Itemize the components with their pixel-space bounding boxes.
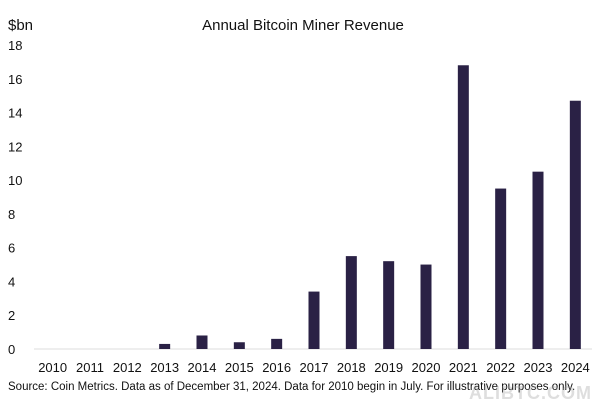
x-tick-label: 2017 — [300, 360, 329, 375]
x-tick-label: 2020 — [412, 360, 441, 375]
chart-title: Annual Bitcoin Miner Revenue — [202, 17, 404, 34]
watermark: ALIBTC.COM — [469, 383, 592, 403]
bar-2019 — [383, 261, 395, 349]
y-tick-label: 6 — [8, 241, 15, 256]
x-tick-label: 2014 — [188, 360, 217, 375]
y-tick-label: 16 — [8, 72, 22, 87]
x-tick-label: 2024 — [561, 360, 590, 375]
bar-2016 — [271, 338, 283, 349]
x-tick-label: 2023 — [524, 360, 553, 375]
y-axis-label: $bn — [8, 17, 33, 34]
x-tick-label: 2019 — [374, 360, 403, 375]
y-tick-label: 14 — [8, 106, 22, 121]
y-tick-label: 8 — [8, 207, 15, 222]
bar-2018 — [345, 256, 357, 349]
x-tick-label: 2022 — [486, 360, 515, 375]
x-tick-label: 2010 — [38, 360, 67, 375]
y-tick-label: 12 — [8, 139, 22, 154]
bar-2020 — [420, 264, 432, 349]
bar-2014 — [196, 335, 208, 349]
bar-2015 — [233, 342, 245, 349]
y-tick-label: 18 — [8, 38, 22, 53]
bars — [159, 65, 581, 350]
y-tick-label: 0 — [8, 342, 15, 357]
y-tick-label: 4 — [8, 274, 15, 289]
x-tick-label: 2013 — [150, 360, 179, 375]
source-note: Source: Coin Metrics. Data as of Decembe… — [8, 381, 576, 393]
x-tick-label: 2015 — [225, 360, 254, 375]
bar-2024 — [569, 100, 581, 349]
bar-2023 — [532, 171, 544, 349]
y-tick-label: 10 — [8, 173, 22, 188]
y-tick-label: 2 — [8, 308, 15, 323]
y-tick-labels: 0 2 4 6 8 10 12 14 16 18 — [8, 38, 22, 357]
bar-2017 — [308, 291, 320, 349]
x-tick-label: 2011 — [76, 360, 104, 375]
bar-2013 — [159, 343, 171, 349]
x-tick-label: 2018 — [337, 360, 366, 375]
bar-2022 — [495, 188, 507, 349]
x-tick-label: 2016 — [262, 360, 291, 375]
x-tick-labels: 2010 2011 2012 2013 2014 2015 2016 2017 2018 2019… — [38, 360, 590, 375]
x-tick-label: 2012 — [113, 360, 142, 375]
x-tick-label: 2021 — [449, 360, 478, 375]
bar-2021 — [457, 65, 469, 350]
